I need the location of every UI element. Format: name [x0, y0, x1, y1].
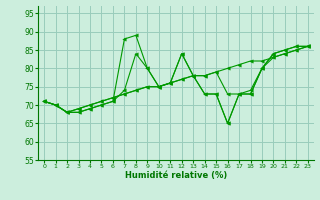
X-axis label: Humidité relative (%): Humidité relative (%): [125, 171, 227, 180]
